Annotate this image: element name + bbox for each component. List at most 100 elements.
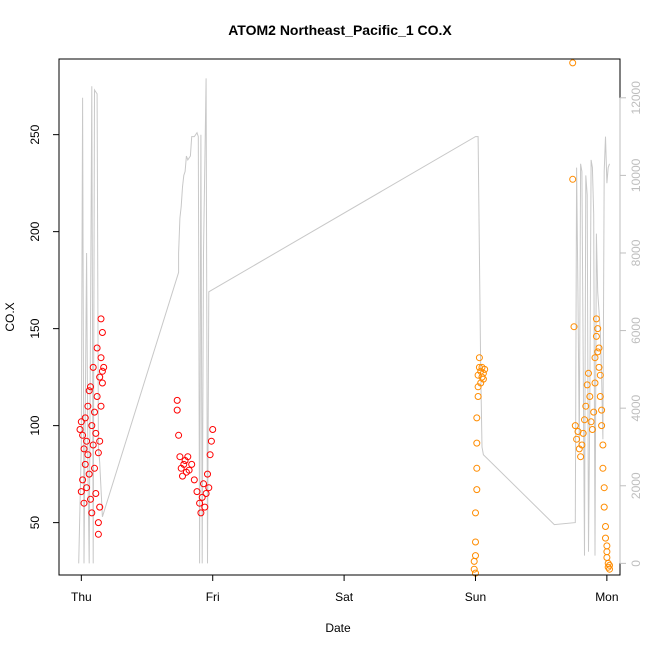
data-point (592, 332, 600, 340)
y-tick-label: 200 (28, 221, 42, 241)
data-point (478, 373, 486, 381)
data-point (85, 387, 93, 395)
data-point (600, 503, 608, 511)
data-point (88, 422, 96, 430)
data-point (472, 552, 479, 560)
data-point (81, 414, 89, 422)
data-point (577, 453, 585, 461)
data-point (201, 503, 209, 511)
data-point (481, 365, 489, 373)
y2-tick-label: 10000 (629, 158, 643, 192)
y2-tick-label: 12000 (629, 81, 643, 115)
data-point (84, 402, 92, 410)
data-point (595, 363, 603, 371)
data-point (89, 363, 97, 371)
data-point (77, 488, 85, 496)
data-point (92, 490, 100, 497)
y2-tick-label: 2000 (629, 472, 643, 499)
data-point (594, 325, 602, 333)
data-point (586, 393, 594, 400)
data-point (97, 402, 105, 410)
data-point (473, 464, 481, 472)
data-point (479, 375, 487, 383)
data-point (571, 422, 579, 430)
series-0-points (76, 315, 217, 538)
data-point (470, 557, 478, 565)
data-point (89, 441, 97, 449)
y-tick-label: 250 (28, 124, 42, 144)
data-point (470, 565, 478, 573)
data-point (94, 449, 102, 457)
data-point (591, 379, 599, 387)
series-1-points (470, 59, 613, 577)
y-tick-label: 50 (28, 516, 42, 530)
data-point (590, 408, 598, 416)
data-point (473, 439, 481, 447)
data-point (193, 488, 201, 496)
y2-tick-label: 0 (629, 560, 643, 567)
data-point (600, 484, 608, 492)
data-point (85, 470, 93, 478)
y-axis-label: CO.X (3, 302, 17, 331)
data-point (98, 329, 106, 336)
data-point (100, 363, 108, 371)
data-point (598, 422, 606, 430)
chart-title: ATOM2 Northeast_Pacific_1 CO.X (228, 22, 452, 38)
data-point (207, 437, 215, 445)
data-point (599, 441, 607, 449)
data-point (596, 393, 604, 400)
x-tick-label: Mon (595, 590, 618, 604)
series-line-2 (78, 78, 610, 564)
data-point (93, 393, 101, 400)
data-point (83, 484, 91, 492)
data-point (603, 542, 611, 550)
data-point (173, 406, 181, 414)
data-point (97, 315, 105, 323)
data-point (96, 373, 104, 381)
data-point (587, 418, 595, 426)
data-point (474, 393, 482, 400)
y2-tick-label: 4000 (629, 395, 643, 422)
data-point (569, 59, 577, 67)
x-tick-label: Sun (465, 590, 486, 604)
data-point (184, 453, 192, 461)
data-point (98, 379, 106, 387)
data-point (97, 354, 105, 362)
data-point (569, 175, 577, 183)
data-point (604, 563, 612, 571)
data-point (77, 418, 85, 426)
x-tick-label: Fri (206, 590, 220, 604)
data-point (197, 509, 205, 517)
data-point (91, 464, 98, 472)
data-point (573, 435, 581, 443)
data-point (93, 344, 101, 352)
data-point (206, 451, 214, 459)
data-point (570, 323, 578, 331)
data-point (196, 499, 204, 507)
data-point (594, 348, 602, 356)
data-point (472, 538, 479, 546)
series-layer (76, 59, 613, 577)
data-point (94, 519, 102, 527)
data-point (84, 451, 92, 459)
data-point (578, 441, 586, 449)
data-point (87, 495, 94, 503)
data-point (603, 548, 611, 556)
data-point (175, 431, 183, 439)
data-point (579, 429, 587, 437)
data-point (94, 530, 102, 538)
data-point (473, 414, 481, 422)
data-point (179, 472, 186, 480)
data-point (475, 354, 483, 362)
data-point (209, 426, 217, 433)
data-point (603, 554, 611, 561)
data-point (472, 509, 479, 517)
data-point (202, 490, 210, 497)
data-point (98, 367, 106, 375)
data-point (76, 426, 84, 433)
data-point (606, 565, 613, 573)
data-point (198, 493, 206, 501)
y-tick-label: 100 (28, 415, 42, 435)
data-point (596, 371, 604, 379)
data-point (79, 431, 87, 439)
